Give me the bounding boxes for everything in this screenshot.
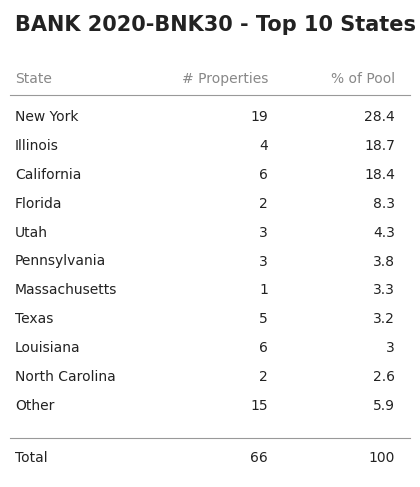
Text: North Carolina: North Carolina [15, 370, 116, 384]
Text: 8.3: 8.3 [373, 197, 395, 211]
Text: State: State [15, 72, 52, 86]
Text: 3: 3 [259, 255, 268, 268]
Text: Pennsylvania: Pennsylvania [15, 255, 106, 268]
Text: Other: Other [15, 398, 54, 412]
Text: 6: 6 [259, 341, 268, 355]
Text: 1: 1 [259, 283, 268, 298]
Text: 19: 19 [250, 111, 268, 124]
Text: 3.8: 3.8 [373, 255, 395, 268]
Text: 5: 5 [259, 312, 268, 326]
Text: % of Pool: % of Pool [331, 72, 395, 86]
Text: Utah: Utah [15, 225, 48, 240]
Text: 100: 100 [369, 451, 395, 465]
Text: 3.2: 3.2 [373, 312, 395, 326]
Text: 4.3: 4.3 [373, 225, 395, 240]
Text: 3.3: 3.3 [373, 283, 395, 298]
Text: California: California [15, 168, 81, 182]
Text: 15: 15 [250, 398, 268, 412]
Text: BANK 2020-BNK30 - Top 10 States: BANK 2020-BNK30 - Top 10 States [15, 15, 416, 35]
Text: # Properties: # Properties [181, 72, 268, 86]
Text: 4: 4 [259, 139, 268, 153]
Text: Massachusetts: Massachusetts [15, 283, 117, 298]
Text: Louisiana: Louisiana [15, 341, 81, 355]
Text: 2: 2 [259, 197, 268, 211]
Text: Total: Total [15, 451, 47, 465]
Text: 3: 3 [386, 341, 395, 355]
Text: Texas: Texas [15, 312, 53, 326]
Text: 18.7: 18.7 [364, 139, 395, 153]
Text: 18.4: 18.4 [364, 168, 395, 182]
Text: 3: 3 [259, 225, 268, 240]
Text: 66: 66 [250, 451, 268, 465]
Text: Florida: Florida [15, 197, 63, 211]
Text: 28.4: 28.4 [364, 111, 395, 124]
Text: 2: 2 [259, 370, 268, 384]
Text: 2.6: 2.6 [373, 370, 395, 384]
Text: Illinois: Illinois [15, 139, 59, 153]
Text: 5.9: 5.9 [373, 398, 395, 412]
Text: New York: New York [15, 111, 79, 124]
Text: 6: 6 [259, 168, 268, 182]
